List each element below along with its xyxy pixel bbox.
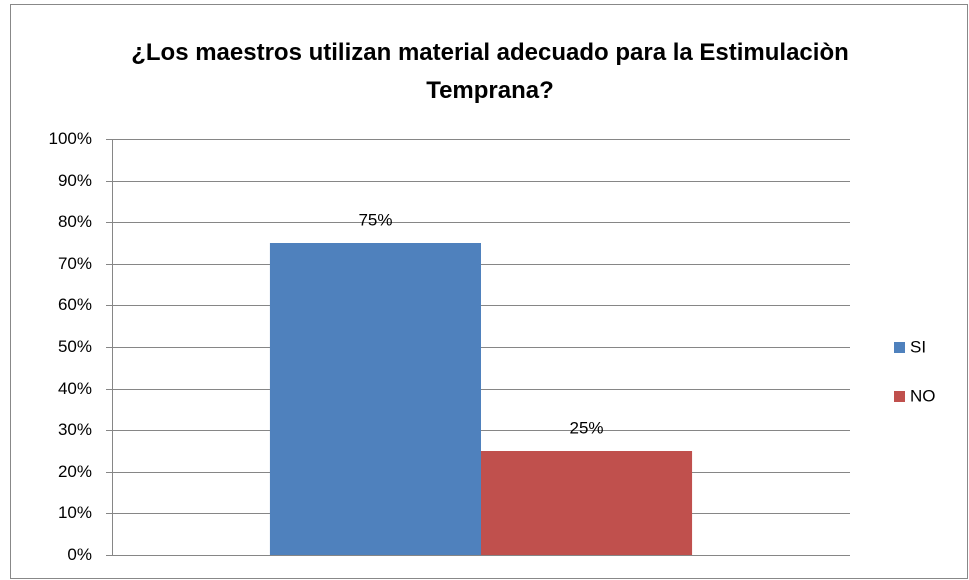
- legend-swatch: [894, 391, 905, 402]
- y-tick-label: 60%: [58, 295, 92, 314]
- y-tick-label: 30%: [58, 420, 92, 439]
- y-tick-label: 20%: [58, 462, 92, 481]
- chart-title: ¿Los maestros utilizan material adecuado…: [131, 39, 849, 104]
- y-tick-label: 10%: [58, 503, 92, 522]
- y-tick-label: 80%: [58, 212, 92, 231]
- bar: [269, 243, 481, 555]
- chart-border: [10, 4, 968, 579]
- y-tick-label: 40%: [58, 379, 92, 398]
- y-tick-label: 70%: [58, 254, 92, 273]
- legend-label: SI: [910, 337, 926, 356]
- bar: [481, 451, 693, 555]
- y-tick-label: 0%: [67, 545, 92, 564]
- legend-label: NO: [910, 386, 936, 405]
- y-tick-label: 50%: [58, 337, 92, 356]
- y-tick-label: 90%: [58, 171, 92, 190]
- data-label: 75%: [358, 210, 392, 229]
- y-tick-label: 100%: [49, 129, 92, 148]
- legend-swatch: [894, 342, 905, 353]
- data-label: 25%: [570, 418, 604, 437]
